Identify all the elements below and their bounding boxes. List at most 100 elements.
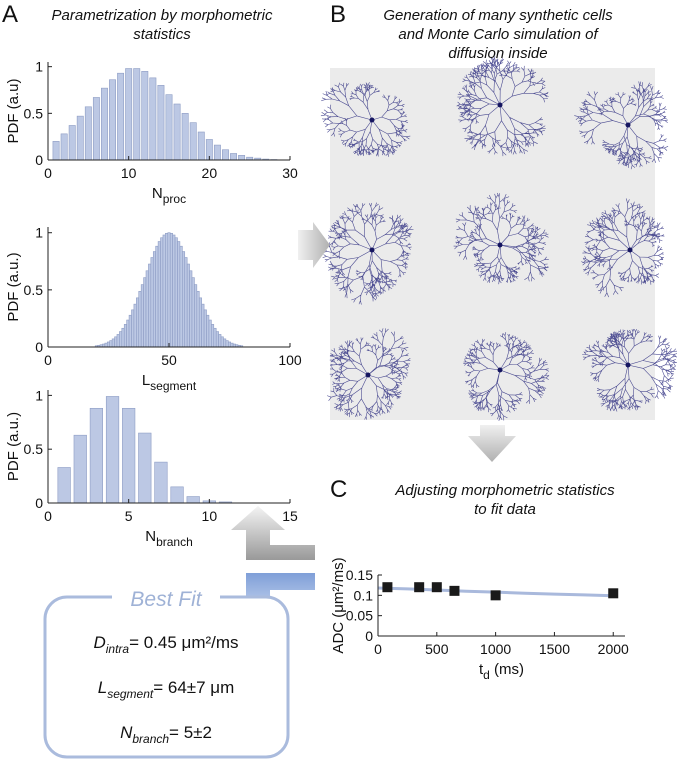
bar [208,319,212,348]
x-tick-label: 100 [278,352,302,368]
neuron [574,81,669,170]
bar [73,434,87,504]
bar [222,149,229,161]
bar [203,309,207,348]
x-tick-label: 5 [125,508,133,524]
neuron [322,202,414,305]
data-point [449,585,460,596]
soma [625,362,631,368]
symbol: N [120,723,133,742]
bar [201,303,205,348]
bar [89,407,103,504]
data-point [431,582,442,593]
x-tick-label: 2000 [598,641,629,657]
bar [213,144,221,161]
bar [167,232,171,348]
bar [181,113,189,161]
bar [165,94,173,161]
bar [184,257,188,348]
x-label-main: N [152,185,163,202]
y-tick-label: 0.5 [24,441,44,457]
best-fit-line: Dintra= 0.45 μm²/ms [93,633,238,656]
neuron [453,192,549,285]
best-fit-line: Lsegment= 64±7 μm [98,678,235,701]
panel-title: diffusion inside [448,45,547,62]
y-tick-label: 0.05 [346,608,373,624]
bar [114,336,118,348]
bar [138,291,142,348]
bar [223,338,227,348]
bar [157,241,161,348]
bar [191,277,195,348]
neuron [326,328,411,420]
bar [186,496,200,504]
bar [225,340,229,348]
bar [182,251,186,348]
arrow [298,222,330,268]
x-axis-label: Nbranch [145,528,193,549]
neuron [320,82,411,157]
bar [131,309,135,348]
box-gap [112,588,220,608]
y-tick-label: 0 [365,628,373,644]
x-axis-label: td (ms) [479,661,524,682]
symbol: D [93,633,105,652]
bar [92,97,100,161]
panel-title: statistics [133,26,191,43]
value: = 64±7 μm [153,678,234,697]
bar [227,341,232,348]
x-tick-label: 0 [374,641,382,657]
y-tick-label: 0.1 [354,587,374,603]
bar [123,324,127,348]
bar [121,327,125,348]
bar [230,153,237,161]
x-tick-label: 15 [282,508,298,524]
bar [84,106,92,161]
bar [126,319,130,348]
neuron [582,328,677,412]
bar [206,314,210,348]
y-tick-label: 0 [35,495,43,511]
bar [109,340,113,348]
soma [625,122,631,128]
bar [119,331,123,348]
bar [141,71,149,161]
bar [145,270,149,348]
bar [230,342,234,348]
bar [150,257,154,348]
x-label-sub: d [483,668,490,682]
neuron [581,198,665,298]
x-tick-label: 1500 [539,641,570,657]
x-tick-label: 20 [202,165,218,181]
bar [197,131,205,161]
synthetic-cells [320,56,677,421]
bar [215,331,219,348]
subscript: segment [107,687,154,701]
bar [196,291,200,348]
bar [213,327,217,348]
bar [60,133,68,161]
subscript: intra [106,642,130,656]
x-label-sub: proc [163,192,186,206]
neuron [463,332,550,421]
bar [179,245,183,348]
bar [186,263,190,348]
bar [238,155,246,161]
bar [143,277,147,348]
bar [157,85,165,161]
arrow [231,506,315,560]
best-fit-title: Best Fit [130,588,202,611]
y-tick-label: 1 [35,59,43,75]
y-axis-label: PDF (a.u.) [5,252,22,321]
bar [111,338,115,348]
bar [211,324,215,348]
best-fit-line: Nbranch= 5±2 [120,723,212,746]
x-label-main: N [145,528,156,545]
bar [220,336,224,348]
data-point [414,582,425,593]
y-axis-label: PDF (a.u) [5,78,22,143]
x-label-sub: branch [156,535,193,549]
data-point [608,588,619,599]
bar [189,122,197,161]
panel-title: Parametrization by morphometric [52,7,273,24]
